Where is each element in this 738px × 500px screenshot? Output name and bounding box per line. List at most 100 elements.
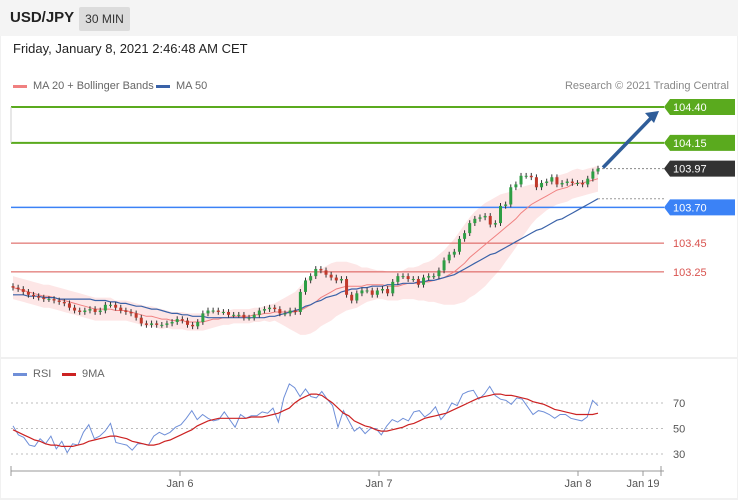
candle-body bbox=[67, 303, 71, 308]
candle-body bbox=[396, 276, 400, 282]
candle-body bbox=[375, 290, 379, 295]
candle-body bbox=[160, 324, 164, 326]
price-tag-label-104.15: 104.15 bbox=[673, 138, 707, 150]
candle-body bbox=[211, 310, 215, 312]
x-tick-jan-7: Jan 7 bbox=[366, 478, 393, 490]
candle-body bbox=[309, 276, 313, 281]
candle-body bbox=[416, 279, 420, 285]
candle-body bbox=[298, 291, 302, 312]
chart-header: USD/JPY 30 MIN bbox=[0, 0, 738, 36]
candle-body bbox=[406, 276, 410, 279]
candle-body bbox=[73, 307, 77, 311]
candle-body bbox=[165, 323, 169, 325]
candle-body bbox=[504, 204, 508, 206]
candle-body bbox=[437, 270, 441, 277]
level-label-103.25: 103.25 bbox=[673, 267, 707, 279]
candle-body bbox=[560, 182, 564, 185]
candle-body bbox=[391, 281, 395, 294]
candle-body bbox=[565, 181, 569, 183]
legend-ma50: MA 50 bbox=[156, 80, 207, 92]
candle-body bbox=[98, 310, 102, 312]
candle-body bbox=[278, 309, 282, 314]
ma20-line bbox=[12, 178, 599, 323]
candle-body bbox=[196, 322, 200, 327]
candle-body bbox=[401, 276, 405, 278]
candle-body bbox=[114, 304, 118, 308]
timeframe-button[interactable]: 30 MIN bbox=[79, 7, 130, 31]
candle-body bbox=[550, 177, 554, 182]
candle-body bbox=[545, 181, 549, 183]
candle-body bbox=[21, 289, 25, 292]
legend-ma20: MA 20 + Bollinger Bands bbox=[13, 80, 154, 92]
candle-body bbox=[26, 291, 30, 295]
level-label-103.45: 103.45 bbox=[673, 238, 707, 250]
candle-body bbox=[555, 177, 559, 185]
candle-body bbox=[185, 320, 189, 325]
candle-body bbox=[283, 313, 287, 315]
price-tag-103.70 bbox=[664, 199, 735, 216]
legend-rsi: RSI bbox=[13, 368, 51, 380]
candle-body bbox=[319, 268, 323, 271]
candle-body bbox=[257, 310, 261, 315]
candle-body bbox=[591, 171, 595, 179]
candle-body bbox=[334, 277, 338, 281]
candle-body bbox=[206, 310, 210, 314]
candle-body bbox=[339, 279, 343, 281]
candle-body bbox=[514, 184, 518, 188]
rsi-line bbox=[12, 383, 599, 454]
candle-body bbox=[109, 304, 112, 306]
candle-body bbox=[139, 317, 143, 324]
rsi-panel: 70 50 30 bbox=[11, 383, 685, 461]
candle-body bbox=[62, 301, 66, 304]
candle-body bbox=[499, 205, 502, 224]
bollinger-band-area bbox=[13, 165, 598, 335]
candle-body bbox=[365, 290, 369, 292]
candle-body bbox=[273, 307, 277, 310]
candle-body bbox=[493, 223, 497, 225]
rsi-tick-50: 50 bbox=[673, 424, 685, 436]
price-tag-label-103.70: 103.70 bbox=[673, 202, 707, 214]
price-tag-label-103.97: 103.97 bbox=[673, 164, 707, 176]
x-tick-jan-19: Jan 19 bbox=[626, 478, 659, 490]
price-tag-104.15 bbox=[664, 134, 735, 151]
candle-body bbox=[488, 215, 492, 225]
candle-body bbox=[345, 279, 349, 295]
candle-body bbox=[88, 309, 92, 311]
candle-body bbox=[32, 294, 36, 297]
candle-body bbox=[103, 304, 107, 311]
candle-body bbox=[447, 254, 451, 261]
candle-body bbox=[422, 277, 426, 285]
candle-body bbox=[16, 287, 20, 290]
candle-body bbox=[11, 286, 15, 288]
legend-9ma: 9MA bbox=[62, 368, 105, 380]
rsi-9ma-line bbox=[12, 393, 599, 447]
candle-body bbox=[252, 314, 256, 318]
candle-body bbox=[119, 307, 123, 311]
candle-body bbox=[360, 290, 364, 294]
price-levels bbox=[10, 106, 664, 273]
legend-ma50-swatch bbox=[156, 84, 170, 88]
candle-body bbox=[575, 182, 579, 184]
candle-body bbox=[180, 319, 184, 321]
candle-body bbox=[93, 309, 97, 312]
candle-body bbox=[288, 310, 292, 314]
chart-datetime: Friday, January 8, 2021 2:46:48 AM CET bbox=[13, 41, 248, 56]
x-tick-jan-6: Jan 6 bbox=[167, 478, 194, 490]
candle-body bbox=[124, 310, 128, 312]
target-arrow-shaft bbox=[601, 114, 655, 169]
candle-body bbox=[586, 178, 590, 185]
price-tag-104.40 bbox=[664, 99, 735, 115]
rsi-tick-70: 70 bbox=[673, 398, 685, 410]
x-axis: Jan 6 Jan 7 Jan 8 Jan 19 bbox=[10, 466, 664, 490]
legend-9ma-label: 9MA bbox=[82, 368, 105, 380]
legend-ma50-label: MA 50 bbox=[176, 80, 208, 92]
candle-body bbox=[329, 274, 333, 278]
candle-body bbox=[150, 323, 154, 325]
candle-body bbox=[540, 182, 544, 188]
candle-body bbox=[237, 314, 241, 316]
candle-body bbox=[191, 324, 195, 327]
legend-rsi-label: RSI bbox=[33, 368, 52, 380]
candle-body bbox=[216, 310, 220, 312]
candle-body bbox=[442, 260, 446, 271]
